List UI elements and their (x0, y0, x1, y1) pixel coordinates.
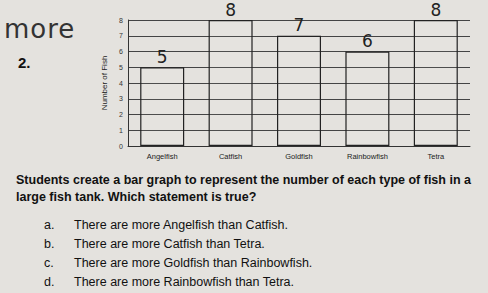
svg-text:8: 8 (119, 17, 123, 24)
svg-text:5: 5 (119, 64, 123, 71)
html-text:There are more Catfish than Te: There are more Catfish than Tetra. (74, 237, 265, 251)
svg-text:Angelfish: Angelfish (147, 152, 178, 161)
svg-text:Number of Fish: Number of Fish (100, 56, 109, 111)
html-text:2.: 2. (18, 54, 31, 71)
svg-text:8: 8 (225, 0, 236, 20)
svg-text:Rainbowfish: Rainbowfish (347, 152, 388, 161)
svg-text:Tetra: Tetra (427, 152, 445, 161)
svg-text:4: 4 (119, 80, 123, 87)
html-text:There are more Angelfish than: There are more Angelfish than Catfish. (74, 218, 288, 232)
html-text:a.: a. (44, 218, 55, 232)
svg-text:6: 6 (362, 31, 373, 51)
html-text:b.: b. (44, 237, 55, 251)
svg-text:8: 8 (430, 0, 441, 20)
html-text:more: more (4, 14, 76, 44)
svg-text:Catfish: Catfish (219, 152, 242, 161)
svg-text:0: 0 (119, 143, 123, 150)
svg-text:2: 2 (119, 111, 123, 118)
html-text:There are more Goldfish than R: There are more Goldfish than Rainbowfish… (74, 256, 313, 270)
html-text:There are more Rainbowfish tha: There are more Rainbowfish than Tetra. (74, 275, 294, 289)
svg-text:1: 1 (119, 127, 123, 134)
html-text:c.: c. (44, 256, 54, 270)
html-text:d.: d. (44, 275, 55, 289)
svg-text:7: 7 (119, 32, 123, 39)
svg-text:3: 3 (119, 95, 123, 102)
svg-text:7: 7 (294, 15, 305, 35)
html-text:Students create a bar graph to: Students create a bar graph to represent… (16, 173, 471, 204)
svg-text:5: 5 (157, 47, 168, 67)
svg-text:Goldfish: Goldfish (285, 152, 313, 161)
svg-text:6: 6 (119, 48, 123, 55)
